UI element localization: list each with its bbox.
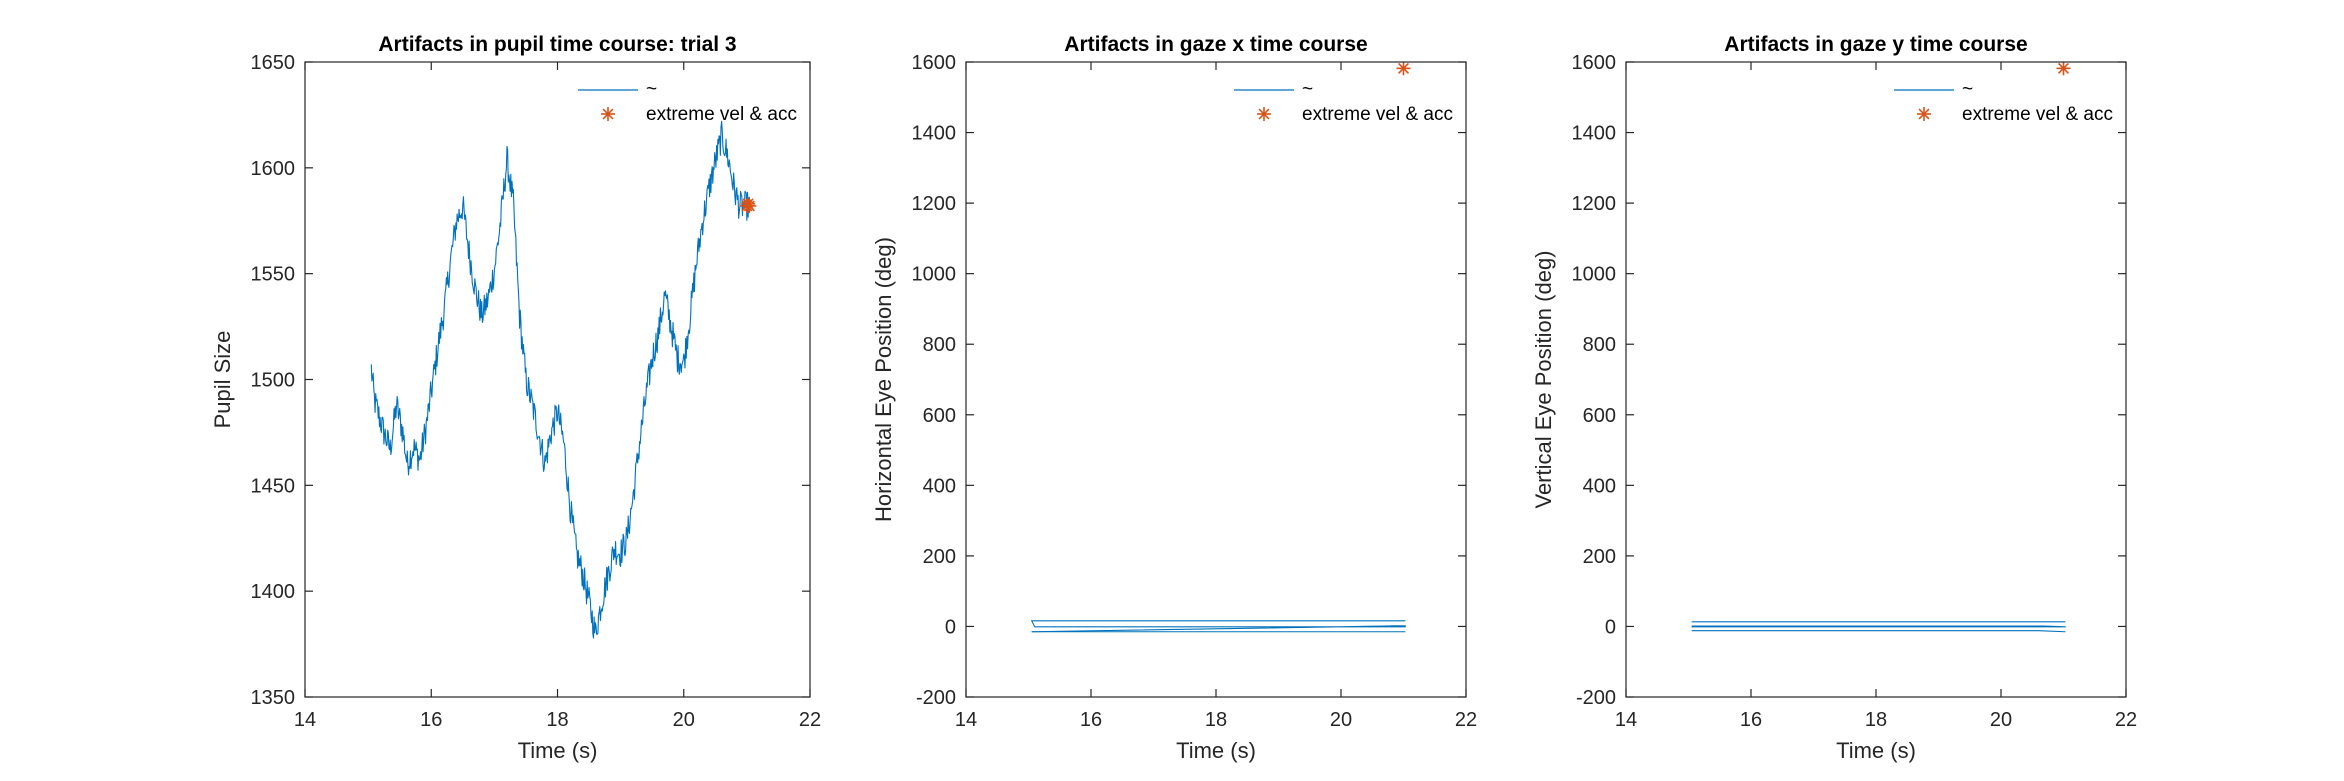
x-tick-label: 14 xyxy=(1615,709,1637,731)
legend-entry-marker-label: extreme vel & acc xyxy=(1962,104,2113,125)
x-tick-label: 16 xyxy=(1080,709,1102,731)
legend-marker-swatch xyxy=(601,107,615,121)
x-axis-label: Time (s) xyxy=(1176,738,1256,763)
y-tick-label: 600 xyxy=(1583,405,1616,427)
legend-entry-line-label: ~ xyxy=(1302,79,1313,100)
extreme-vel-acc-marker xyxy=(1396,62,1411,76)
series-group xyxy=(1031,62,1411,633)
y-tick-label: 400 xyxy=(1583,475,1616,497)
plot-area xyxy=(305,62,810,697)
legend-entry-marker-label: extreme vel & acc xyxy=(646,104,797,125)
y-tick-label: -200 xyxy=(1576,687,1616,709)
x-tick-label: 22 xyxy=(1455,709,1477,731)
y-tick-label: 1000 xyxy=(1572,264,1617,286)
x-tick-label: 22 xyxy=(799,709,821,731)
legend-marker-swatch xyxy=(1257,107,1271,121)
chart-title: Artifacts in gaze y time course xyxy=(1724,33,2027,56)
y-tick-label: 1400 xyxy=(251,581,296,603)
y-tick-label: 0 xyxy=(1605,616,1616,638)
y-tick-label: 0 xyxy=(945,616,956,638)
x-axis-label: Time (s) xyxy=(1836,738,1916,763)
legend-marker-swatch xyxy=(1917,107,1931,121)
chart-title: Artifacts in gaze x time course xyxy=(1064,33,1367,56)
y-axis-label: Horizontal Eye Position (deg) xyxy=(871,237,896,522)
plot-area xyxy=(1626,62,2126,697)
y-tick-label: 1600 xyxy=(1572,52,1617,74)
y-tick-label: 1600 xyxy=(912,52,957,74)
y-tick-label: 1650 xyxy=(251,52,296,74)
marker-stroke xyxy=(1397,62,1410,74)
y-tick-label: 200 xyxy=(1583,546,1616,568)
y-tick-label: 1350 xyxy=(251,687,296,709)
series-line xyxy=(1691,630,2066,633)
x-axis-label: Time (s) xyxy=(518,738,598,763)
series-line xyxy=(370,120,751,639)
chart-title: Artifacts in pupil time course: trial 3 xyxy=(378,33,736,56)
x-tick-label: 16 xyxy=(420,709,442,731)
y-tick-label: 1600 xyxy=(251,158,296,180)
y-axis-label: Pupil Size xyxy=(210,331,235,429)
series-group xyxy=(370,120,757,639)
y-tick-label: 200 xyxy=(923,546,956,568)
plot-area xyxy=(966,62,1466,697)
x-tick-label: 16 xyxy=(1740,709,1762,731)
y-tick-label: 1450 xyxy=(251,475,296,497)
extreme-vel-acc-marker xyxy=(2056,62,2071,76)
x-tick-label: 18 xyxy=(1205,709,1227,731)
legend-entry-marker-label: extreme vel & acc xyxy=(1302,104,1453,125)
x-tick-label: 20 xyxy=(673,709,695,731)
legend-entry-line-label: ~ xyxy=(646,79,657,100)
x-tick-label: 14 xyxy=(294,709,316,731)
extreme-vel-acc-marker xyxy=(742,198,757,213)
y-tick-label: -200 xyxy=(916,687,956,709)
gaze-x-chart-panel: Artifacts in gaze x time course Time (s)… xyxy=(871,33,1477,763)
y-tick-label: 800 xyxy=(1583,334,1616,356)
y-tick-label: 600 xyxy=(923,405,956,427)
marker-stroke xyxy=(602,108,614,120)
y-axis-label: Vertical Eye Position (deg) xyxy=(1531,250,1556,508)
y-tick-label: 1200 xyxy=(1572,193,1617,215)
y-tick-label: 1000 xyxy=(912,264,957,286)
series-line xyxy=(1691,625,2066,628)
y-tick-label: 1400 xyxy=(1572,123,1617,145)
marker-stroke xyxy=(1258,108,1270,120)
x-tick-label: 20 xyxy=(1990,709,2012,731)
x-tick-label: 22 xyxy=(2115,709,2137,731)
x-tick-label: 20 xyxy=(1330,709,1352,731)
x-tick-label: 14 xyxy=(955,709,977,731)
x-tick-label: 18 xyxy=(546,709,568,731)
pupil-chart-panel: Artifacts in pupil time course: trial 3 … xyxy=(210,33,821,763)
y-tick-label: 1400 xyxy=(912,123,957,145)
y-tick-label: 800 xyxy=(923,334,956,356)
y-tick-label: 1550 xyxy=(251,264,296,286)
marker-stroke xyxy=(743,200,755,212)
y-tick-label: 400 xyxy=(923,475,956,497)
legend-entry-line-label: ~ xyxy=(1962,79,1973,100)
marker-stroke xyxy=(1918,108,1930,120)
gaze-y-chart-panel: Artifacts in gaze y time course Time (s)… xyxy=(1531,33,2137,763)
y-tick-label: 1500 xyxy=(251,370,296,392)
marker-stroke xyxy=(2057,62,2070,74)
y-tick-label: 1200 xyxy=(912,193,957,215)
series-line xyxy=(1031,620,1406,633)
series-group xyxy=(1691,62,2071,633)
x-tick-label: 18 xyxy=(1865,709,1887,731)
